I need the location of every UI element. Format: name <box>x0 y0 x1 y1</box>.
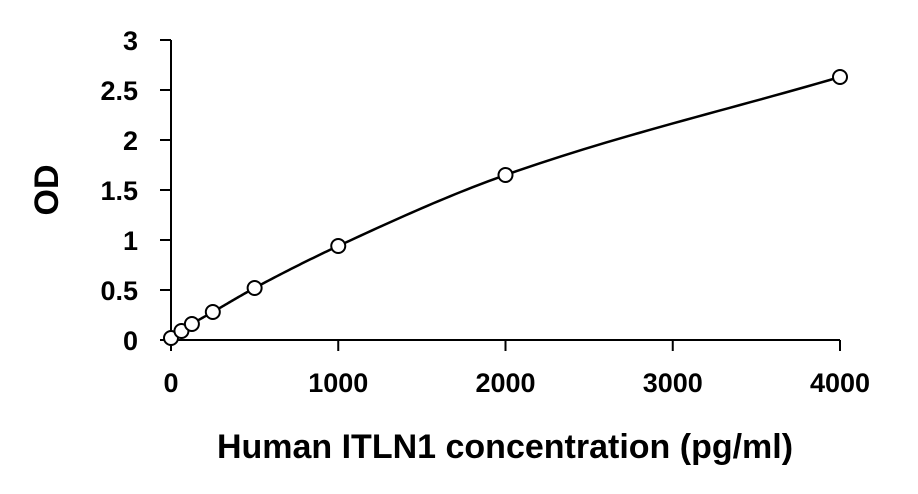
x-tick-label: 4000 <box>810 368 870 398</box>
data-point <box>246 280 263 296</box>
y-tick-label: 2.5 <box>100 76 138 106</box>
x-tick-label: 2000 <box>475 368 535 398</box>
data-point <box>832 69 848 85</box>
data-points <box>163 69 848 346</box>
x-tick-label: 3000 <box>643 368 703 398</box>
y-tick-label: 0 <box>123 326 138 356</box>
y-tick-label: 2 <box>123 126 138 156</box>
data-point <box>204 304 221 320</box>
x-ticks: 0 1000 2000 3000 4000 <box>163 340 870 398</box>
y-tick-label: 0.5 <box>100 276 138 306</box>
y-ticks: 0 0.5 1 1.5 2 2.5 3 <box>100 26 171 356</box>
y-tick-label: 1 <box>123 226 138 256</box>
y-tick-label: 3 <box>123 26 138 56</box>
data-point <box>497 167 514 183</box>
y-tick-label: 1.5 <box>100 176 138 206</box>
fit-curve <box>170 75 841 340</box>
x-tick-label: 1000 <box>308 368 368 398</box>
x-axis-title: Human ITLN1 concentration (pg/ml) <box>217 428 793 466</box>
data-point <box>183 316 200 332</box>
axes <box>160 40 840 341</box>
x-tick-label: 0 <box>163 368 178 398</box>
data-point <box>330 238 347 254</box>
y-axis-title: OD <box>28 165 66 216</box>
